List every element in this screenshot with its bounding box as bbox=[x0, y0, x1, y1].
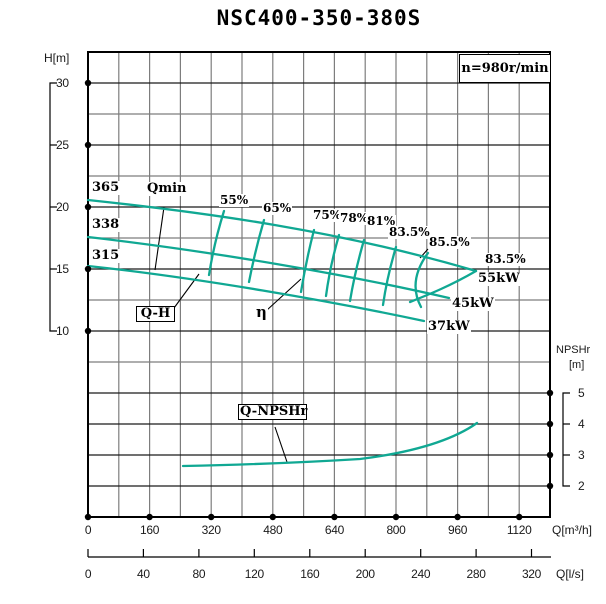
h-tick-20: 20 bbox=[56, 200, 69, 214]
efficiency-line-83-5 bbox=[381, 245, 398, 307]
qls-tick-120: 120 bbox=[244, 567, 264, 581]
impeller-label-338: 338 bbox=[91, 217, 121, 232]
power-label-37kw: 37kW bbox=[427, 319, 471, 334]
qnpshr-callout-box: Q-NPSHr bbox=[238, 404, 308, 420]
npsh-curve bbox=[181, 421, 479, 468]
h-tick-25: 25 bbox=[56, 138, 69, 152]
efficiency-label-81: 81% bbox=[366, 214, 397, 228]
q-ls-axis-unit: Q[l/s] bbox=[556, 567, 585, 581]
q-tick-960: 960 bbox=[448, 523, 468, 537]
impeller-label-315: 315 bbox=[91, 248, 121, 263]
q-tick-1120: 1120 bbox=[506, 523, 532, 537]
qls-tick-80: 80 bbox=[192, 567, 206, 581]
efficiency-line-75 bbox=[299, 228, 316, 294]
h-tick-15: 15 bbox=[56, 262, 69, 276]
q-tick-480: 480 bbox=[263, 523, 283, 537]
minor-horizontal-gridlines bbox=[88, 113, 550, 363]
qh-curve-315 bbox=[86, 264, 426, 323]
power-label-45kw: 45kW bbox=[451, 296, 495, 311]
q-tick-320: 320 bbox=[201, 523, 221, 537]
qls-tick-40: 40 bbox=[137, 567, 150, 581]
qmin-label: Qmin bbox=[146, 181, 188, 196]
efficiency-line-78 bbox=[324, 233, 341, 298]
impeller-label-365: 365 bbox=[91, 180, 121, 195]
efficiency-line-85-5 bbox=[414, 251, 430, 309]
qh-curve-365 bbox=[86, 198, 478, 273]
qh-curve-338 bbox=[86, 235, 451, 300]
h-axis-bracket bbox=[49, 82, 57, 332]
qls-tick-160: 160 bbox=[300, 567, 320, 581]
plot-border bbox=[87, 51, 551, 518]
h-tick-30: 30 bbox=[56, 76, 69, 90]
efficiency-label-83-5: 83.5% bbox=[388, 225, 431, 239]
qls-tick-320: 320 bbox=[521, 567, 542, 581]
npsh-tick-2: 2 bbox=[578, 479, 585, 493]
eta-label: η bbox=[255, 303, 268, 321]
efficiency-label-65: 65% bbox=[262, 201, 293, 215]
efficiency-contour-right bbox=[408, 269, 478, 304]
vertical-gridlines bbox=[118, 52, 520, 517]
q-tick-640: 640 bbox=[324, 523, 344, 537]
efficiency-label-78: 78% bbox=[339, 211, 370, 225]
h-tick-10: 10 bbox=[56, 324, 69, 338]
npsh-tick-4: 4 bbox=[578, 417, 585, 431]
npsh-axis-unit: [m] bbox=[569, 359, 585, 371]
efficiency-line-55 bbox=[207, 209, 226, 277]
efficiency-label-75: 75% bbox=[312, 208, 343, 222]
power-label-55kw: 55kW bbox=[477, 271, 521, 286]
efficiency-line-65 bbox=[247, 218, 266, 284]
qls-tick-280: 280 bbox=[466, 567, 486, 581]
tick-dots bbox=[84, 79, 554, 521]
speed-box: n=980r/min bbox=[459, 54, 551, 83]
q-tick-160: 160 bbox=[140, 523, 160, 537]
qh-callout-box: Q-H bbox=[136, 306, 175, 322]
h-axis-unit: H[m] bbox=[44, 51, 70, 65]
qls-tick-240: 240 bbox=[411, 567, 431, 581]
npsh-axis-name: NPSHr bbox=[556, 344, 591, 356]
q-tick-0: 0 bbox=[84, 523, 92, 537]
npsh-axis-bracket bbox=[562, 392, 570, 487]
qls-tick-200: 200 bbox=[355, 567, 375, 581]
efficiency-label-83-5-right: 83.5% bbox=[484, 252, 527, 266]
efficiency-label-85-5: 85.5% bbox=[428, 235, 471, 249]
speed-label: n=980r/min bbox=[461, 61, 549, 76]
efficiency-line-81 bbox=[348, 238, 366, 303]
q-m3h-axis-unit: Q[m³/h] bbox=[552, 523, 593, 537]
chart-title: NSC400-350-380S bbox=[216, 6, 422, 30]
efficiency-label-55: 55% bbox=[219, 193, 250, 207]
qls-tick-0: 0 bbox=[84, 567, 92, 581]
performance-curves bbox=[86, 198, 479, 468]
ls-axis-ruler bbox=[87, 549, 551, 558]
q-tick-800: 800 bbox=[386, 523, 406, 537]
npsh-tick-5: 5 bbox=[578, 386, 585, 400]
npsh-tick-3: 3 bbox=[578, 448, 585, 462]
